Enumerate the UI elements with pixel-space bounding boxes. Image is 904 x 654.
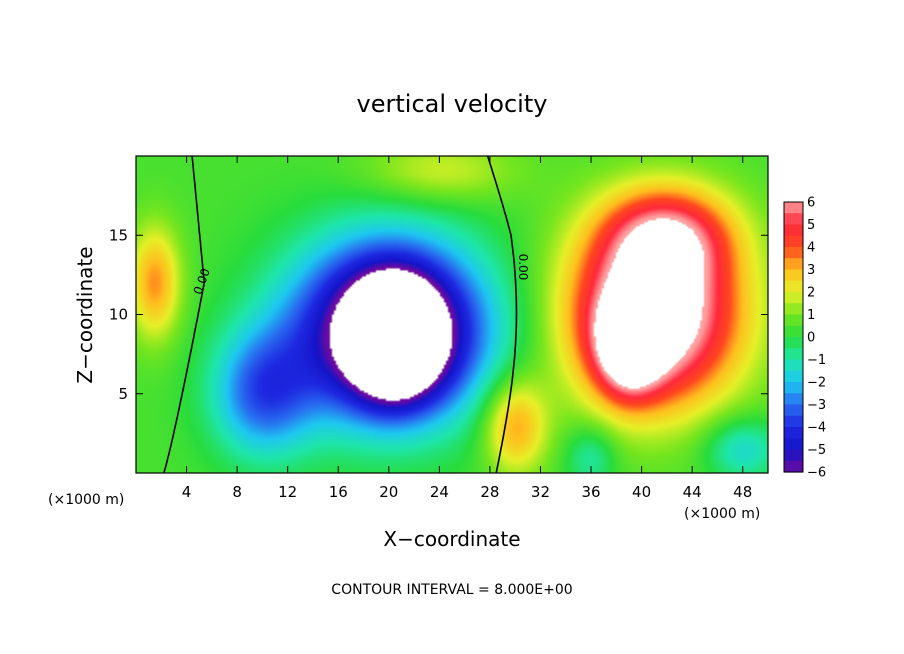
x-tick-label: 40 <box>632 483 651 501</box>
x-tick-label: 24 <box>430 483 449 501</box>
x-tick-label: 16 <box>329 483 348 501</box>
y-tick-label: 10 <box>109 306 128 324</box>
chart-title: vertical velocity <box>357 90 548 118</box>
y-tick-label: 5 <box>118 385 128 403</box>
x-unit-right: (×1000 m) <box>684 506 760 522</box>
colorbar-swatch <box>784 438 803 451</box>
colorbar: 6 5 4 3 2 1 0 −1 −2 −3 −4 −5 −6 <box>783 196 826 481</box>
colorbar-swatch <box>784 303 803 316</box>
y-axis-ticks: 5 10 15 <box>109 226 768 403</box>
colorbar-swatch <box>784 247 803 259</box>
zero-contour-left <box>163 156 206 473</box>
contour-label-right: 0.00 <box>516 254 530 281</box>
colorbar-label: −4 <box>807 421 826 436</box>
zero-contour-right <box>486 156 518 473</box>
colorbar-swatch <box>784 314 803 327</box>
colorbar-swatch <box>784 348 803 361</box>
colorbar-swatch <box>784 404 803 417</box>
colorbar-swatch <box>784 337 803 349</box>
colorbar-swatch <box>784 235 803 248</box>
zero-contours: 0.00 0.00 <box>163 156 530 473</box>
colorbar-swatch <box>784 258 803 271</box>
colorbar-swatch <box>784 202 803 214</box>
colorbar-swatch <box>784 427 803 439</box>
x-tick-label: 28 <box>480 483 499 501</box>
colorbar-label: 1 <box>807 308 815 323</box>
colorbar-label: 2 <box>807 286 815 301</box>
colorbar-swatch <box>784 393 803 406</box>
colorbar-swatch <box>784 449 803 462</box>
colorbar-frame <box>783 201 804 473</box>
colorbar-label: 6 <box>807 196 815 211</box>
x-unit-left: (×1000 m) <box>48 492 124 508</box>
colorbar-label: −2 <box>807 376 826 391</box>
x-tick-label: 44 <box>683 483 702 501</box>
colorbar-swatch <box>784 292 803 304</box>
colorbar-label: −1 <box>807 353 826 368</box>
colorbar-label: 5 <box>807 218 815 233</box>
colorbar-swatch <box>784 213 803 226</box>
colorbar-label: 4 <box>807 241 815 256</box>
x-tick-label: 12 <box>278 483 297 501</box>
colorbar-swatch <box>784 325 803 338</box>
x-axis-ticks: 4 8 12 16 20 24 28 32 36 40 44 48 <box>182 156 752 501</box>
colorbar-swatch <box>784 382 803 394</box>
colorbar-label: 0 <box>807 331 815 346</box>
x-tick-label: 4 <box>182 483 192 501</box>
colorbar-label: −3 <box>807 398 826 413</box>
colorbar-swatch <box>784 359 803 372</box>
colorbar-swatch <box>784 280 803 293</box>
x-axis-label: X−coordinate <box>383 527 520 551</box>
colorbar-swatch <box>784 224 803 237</box>
x-tick-label: 32 <box>531 483 550 501</box>
colorbar-swatch <box>784 370 803 383</box>
colorbar-swatch <box>784 269 803 282</box>
contour-interval-note: CONTOUR INTERVAL = 8.000E+00 <box>331 582 572 598</box>
colorbar-swatch <box>784 415 803 428</box>
velocity-field <box>136 156 768 473</box>
colorbar-label: 3 <box>807 263 815 278</box>
y-axis-label: Z−coordinate <box>73 246 97 383</box>
x-tick-label: 36 <box>581 483 600 501</box>
colorbar-label: −6 <box>807 466 826 481</box>
colorbar-swatch <box>784 460 803 473</box>
colorbar-label: −5 <box>807 443 826 458</box>
x-tick-label: 48 <box>733 483 752 501</box>
x-tick-label: 8 <box>232 483 242 501</box>
y-tick-label: 15 <box>109 226 128 244</box>
x-tick-label: 20 <box>379 483 398 501</box>
